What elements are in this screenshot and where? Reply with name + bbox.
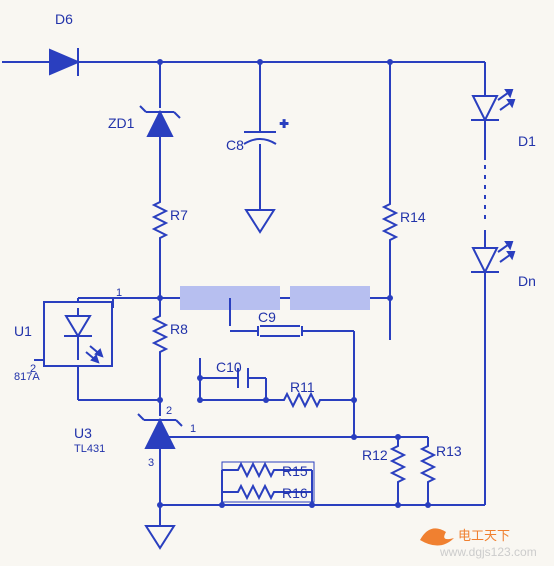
label-u3: U3 [74, 425, 92, 441]
label-r11: R11 [290, 379, 315, 395]
label-u1: U1 [14, 323, 32, 339]
label-c8: C8 [226, 137, 244, 153]
redaction-mask [290, 286, 370, 310]
resistor-r15 [232, 464, 280, 476]
label-d6: D6 [55, 11, 73, 27]
label-r8: R8 [170, 321, 188, 337]
schematic-canvas: + [0, 0, 554, 566]
gnd-icon [146, 526, 174, 548]
label-r12: R12 [362, 447, 388, 463]
polarity-plus: + [280, 115, 288, 131]
resistor-r13 [422, 440, 434, 488]
resistor-r11 [278, 394, 326, 406]
pin-u3-1: 1 [190, 423, 196, 435]
label-r15: R15 [282, 463, 308, 479]
label-c9: C9 [258, 309, 276, 325]
label-u3-sub: TL431 [74, 443, 105, 455]
pin-u1-2: 2 [30, 363, 36, 375]
label-zd1: ZD1 [108, 115, 135, 131]
watermark-brand: 电工天下 [458, 528, 510, 543]
pin-u3-2: 2 [166, 405, 172, 417]
label-r16: R16 [282, 485, 308, 501]
pin-u1-1: 1 [116, 287, 122, 299]
diode-d6 [50, 48, 78, 76]
label-u1-sub: 817A [14, 371, 40, 383]
label-dn: Dn [518, 273, 536, 289]
label-c10: C10 [216, 359, 242, 375]
led-dn [471, 242, 514, 272]
watermark: 电工天下 www.dgjs123.com [420, 528, 537, 559]
led-d1 [471, 90, 514, 120]
resistor-r14 [384, 198, 396, 246]
cap-c8: + [244, 115, 288, 144]
resistor-r8 [154, 310, 166, 358]
label-d1: D1 [518, 133, 536, 149]
pin-u3-3: 3 [148, 457, 154, 469]
resistor-r7 [154, 196, 166, 244]
cap-c9 [260, 326, 300, 336]
gnd-icon [246, 210, 274, 232]
label-r13: R13 [436, 443, 462, 459]
resistor-r16 [232, 486, 280, 498]
label-r7: R7 [170, 207, 188, 223]
optocoupler-u1 [34, 298, 113, 366]
zener-zd1 [140, 106, 180, 136]
watermark-url: www.dgjs123.com [439, 545, 537, 559]
label-r14: R14 [400, 209, 426, 225]
resistor-r12 [392, 440, 404, 488]
tl431-u3 [138, 414, 198, 448]
